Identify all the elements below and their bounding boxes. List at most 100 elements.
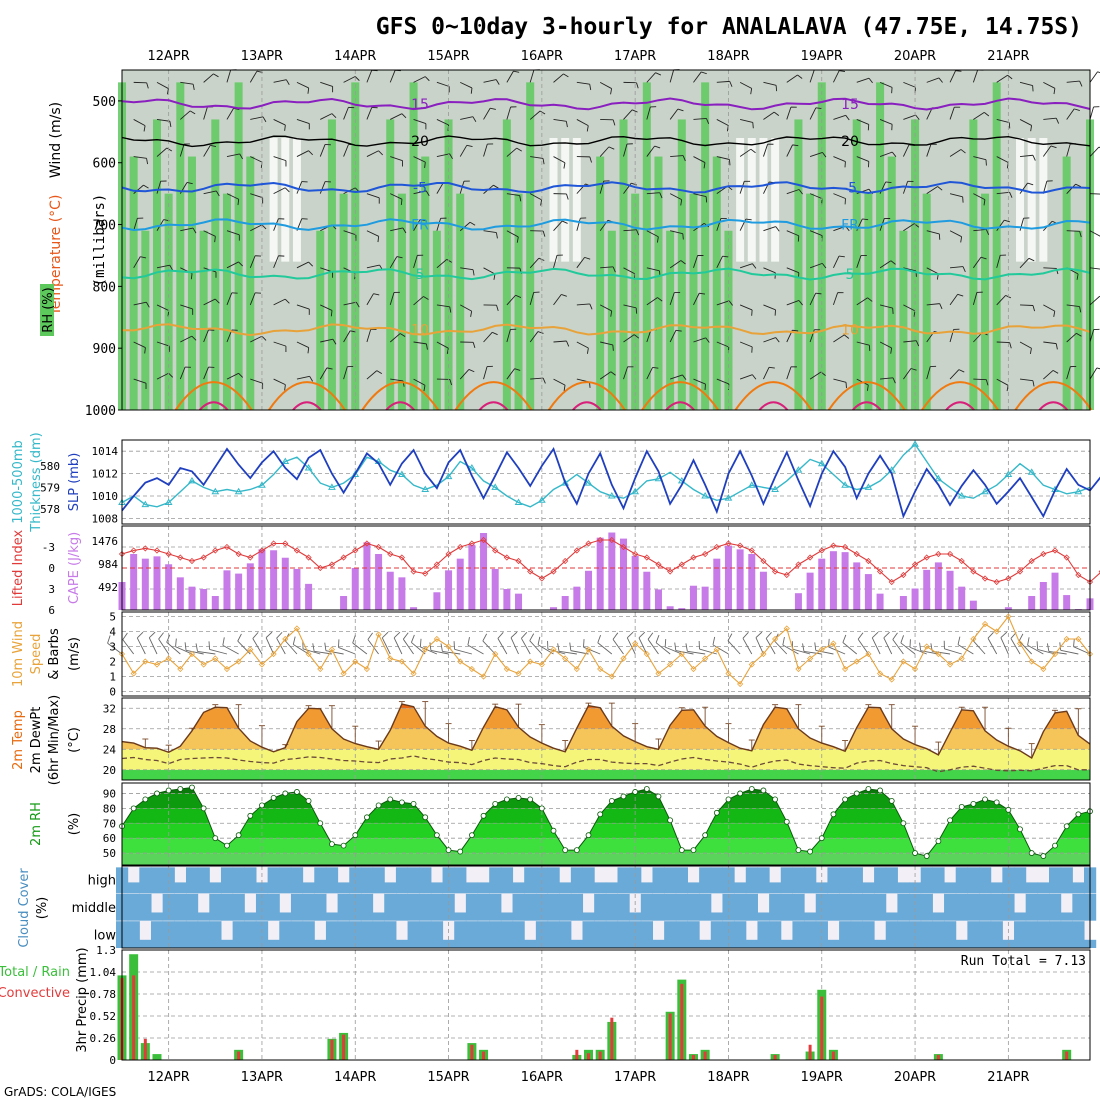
slp-line bbox=[121, 447, 1100, 519]
panel-frame bbox=[121, 439, 1091, 525]
wind-barb bbox=[483, 267, 496, 275]
wind-barb-feather bbox=[1052, 370, 1059, 374]
wind-barb bbox=[950, 266, 964, 269]
wind-barb bbox=[693, 71, 702, 83]
pressure-tick-label: 900 bbox=[93, 342, 116, 357]
wind-barb bbox=[459, 369, 470, 380]
wind-barb bbox=[413, 378, 426, 386]
cloud-cell bbox=[1025, 921, 1038, 948]
wind-barb bbox=[739, 374, 753, 380]
lifted-index-marker bbox=[270, 540, 277, 547]
cape-bar bbox=[1039, 582, 1047, 610]
rh-plume bbox=[724, 230, 733, 410]
cloud-cell bbox=[710, 912, 723, 921]
wind-barb bbox=[250, 378, 263, 384]
cape-bar bbox=[689, 585, 697, 610]
wind-barb bbox=[529, 640, 543, 655]
cloud-cell bbox=[839, 921, 852, 948]
wind-barb-feather bbox=[584, 256, 591, 260]
hot-contour bbox=[292, 401, 322, 411]
cloud-cell bbox=[454, 867, 467, 894]
wind-barb-feather bbox=[401, 113, 407, 119]
wind-barb bbox=[296, 150, 309, 157]
wind-barb bbox=[497, 638, 508, 655]
cloud-cell bbox=[290, 921, 304, 948]
wind-barb bbox=[903, 304, 916, 312]
cloud-cell bbox=[139, 867, 152, 894]
rh-dry-patch bbox=[269, 138, 278, 262]
wind-barb-feather bbox=[1036, 641, 1039, 650]
wind-barb bbox=[833, 114, 846, 120]
cloud-cell bbox=[757, 912, 770, 921]
wind-barb-feather bbox=[276, 631, 283, 639]
wind-barb-feather bbox=[1055, 343, 1058, 350]
wind-barb-feather bbox=[400, 199, 403, 206]
wind-barb bbox=[903, 114, 916, 120]
wind-barb-feather bbox=[355, 301, 360, 308]
rh-dry-patch bbox=[771, 138, 780, 262]
wind-barb-feather bbox=[468, 369, 475, 373]
cloud-cell bbox=[699, 939, 712, 948]
wind-barb bbox=[809, 69, 815, 83]
wind-barb bbox=[949, 369, 960, 380]
cloud-cell bbox=[710, 921, 723, 948]
wind-barb-feather bbox=[399, 333, 406, 337]
cloud-cell bbox=[605, 882, 619, 894]
wind-barb-feather bbox=[957, 636, 961, 645]
rh-marker bbox=[235, 832, 242, 839]
wind-barb-feather bbox=[983, 199, 986, 206]
wind-barb bbox=[413, 119, 427, 125]
cloud-cell bbox=[885, 921, 898, 948]
wind-barb bbox=[879, 81, 893, 88]
cloud-cell bbox=[862, 921, 875, 948]
cloud-cell bbox=[559, 893, 572, 921]
wind-speed-marker bbox=[247, 646, 254, 653]
cloud-cell bbox=[302, 893, 315, 921]
wind-barb bbox=[249, 70, 258, 83]
rh-plume bbox=[514, 193, 523, 410]
wind-barb bbox=[420, 646, 438, 655]
wind-barb bbox=[459, 145, 468, 157]
wind-barb bbox=[203, 230, 216, 237]
cloud-cell bbox=[897, 882, 910, 894]
lifted-index-marker bbox=[842, 543, 849, 551]
wind-barb-feather bbox=[569, 642, 572, 651]
wind-barb bbox=[506, 230, 519, 238]
wind-barb-feather bbox=[589, 84, 592, 91]
wind-barb bbox=[1019, 258, 1030, 269]
wind-barb bbox=[856, 297, 868, 306]
isotherm-5 bbox=[121, 180, 1091, 195]
wind-barb bbox=[1089, 193, 1100, 195]
wind-barb bbox=[892, 639, 904, 655]
wind-barb-feather bbox=[377, 236, 380, 243]
rh-tick-label: 60 bbox=[103, 832, 116, 845]
rh-band bbox=[122, 793, 1090, 809]
wind-barb bbox=[273, 341, 287, 347]
panel-frame bbox=[121, 611, 1091, 697]
lifted-index-marker bbox=[958, 557, 965, 565]
wind-barb bbox=[506, 368, 515, 380]
temp-tick-label: 32 bbox=[103, 702, 116, 715]
rh-marker bbox=[212, 835, 219, 842]
lifted-index-marker bbox=[702, 550, 709, 558]
wind-speed-marker bbox=[807, 655, 814, 662]
cloud-cell bbox=[337, 893, 350, 921]
wind-barb-feather bbox=[682, 155, 686, 162]
thickness-marker bbox=[258, 481, 266, 488]
cloud-cell bbox=[687, 882, 700, 894]
wind-barb-feather bbox=[682, 374, 687, 380]
wind-barb-feather bbox=[815, 292, 822, 295]
wind-speed-marker bbox=[457, 658, 464, 665]
cloud-cell bbox=[267, 867, 280, 894]
wind-barb bbox=[185, 649, 204, 655]
wind-barb-feather bbox=[184, 642, 187, 651]
cloud-cell bbox=[920, 867, 933, 894]
cape-bar bbox=[934, 562, 942, 610]
wind-barb-feather bbox=[589, 303, 593, 310]
wind-barb-feather bbox=[659, 192, 663, 199]
date-label-top: 13APR bbox=[241, 49, 283, 64]
cloud-cell bbox=[489, 867, 502, 894]
wind-barb bbox=[1066, 80, 1080, 83]
wind-speed-marker bbox=[958, 655, 965, 662]
